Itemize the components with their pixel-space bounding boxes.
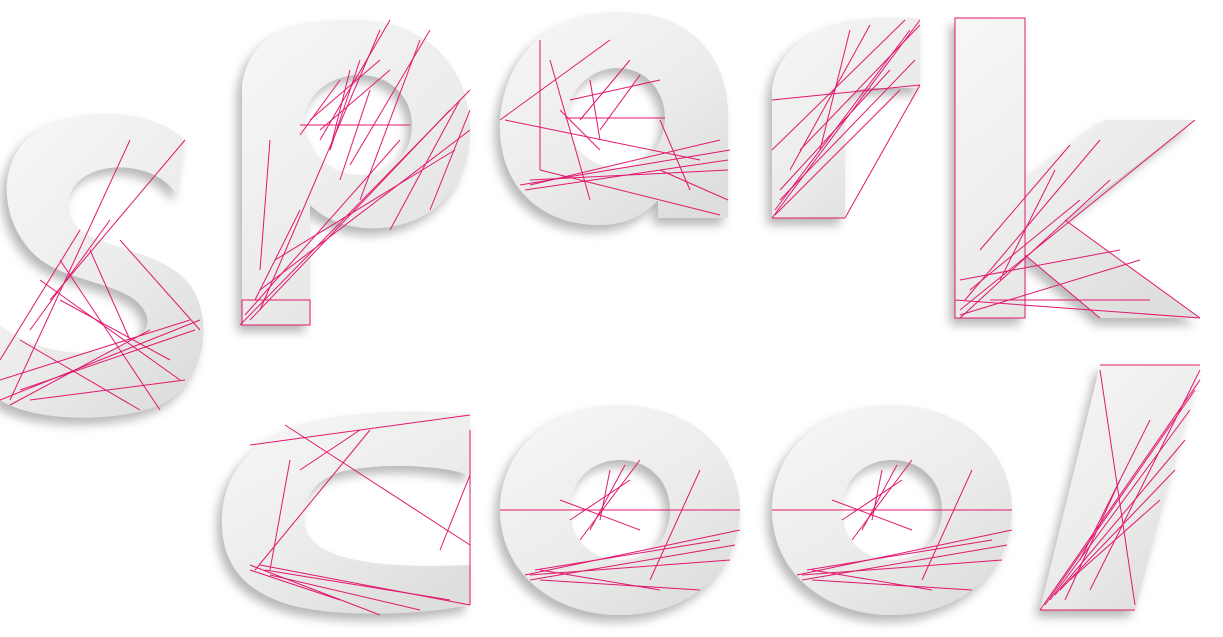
letter-o-first-body xyxy=(500,405,740,615)
letter-c-body xyxy=(221,411,470,614)
letter-s-body xyxy=(0,113,204,418)
letter-l xyxy=(1039,364,1201,611)
letter-a-body xyxy=(499,12,728,225)
letter-o-second xyxy=(772,405,1013,615)
letter-c xyxy=(221,411,471,616)
letter-o-second-wires xyxy=(772,459,1013,591)
letter-r xyxy=(771,18,921,219)
letter-l-body xyxy=(1040,365,1200,610)
letter-o-first xyxy=(500,405,741,615)
letter-a-wires xyxy=(499,39,731,216)
letter-a xyxy=(499,12,731,225)
letter-k-body xyxy=(955,18,1200,318)
letter-p-wires xyxy=(239,19,471,326)
letter-l-wires xyxy=(1039,364,1201,611)
letter-k xyxy=(954,17,1201,319)
letter-o-second-body xyxy=(772,405,1012,615)
letter-o-first-wires xyxy=(500,459,741,591)
letter-p-body xyxy=(242,19,470,325)
letter-k-wires xyxy=(954,17,1201,319)
letter-p xyxy=(239,19,471,326)
letter-c-wires xyxy=(249,414,471,616)
letter-s xyxy=(0,113,204,418)
letter-s-wires xyxy=(0,139,201,411)
letter-r-wires xyxy=(771,19,921,219)
